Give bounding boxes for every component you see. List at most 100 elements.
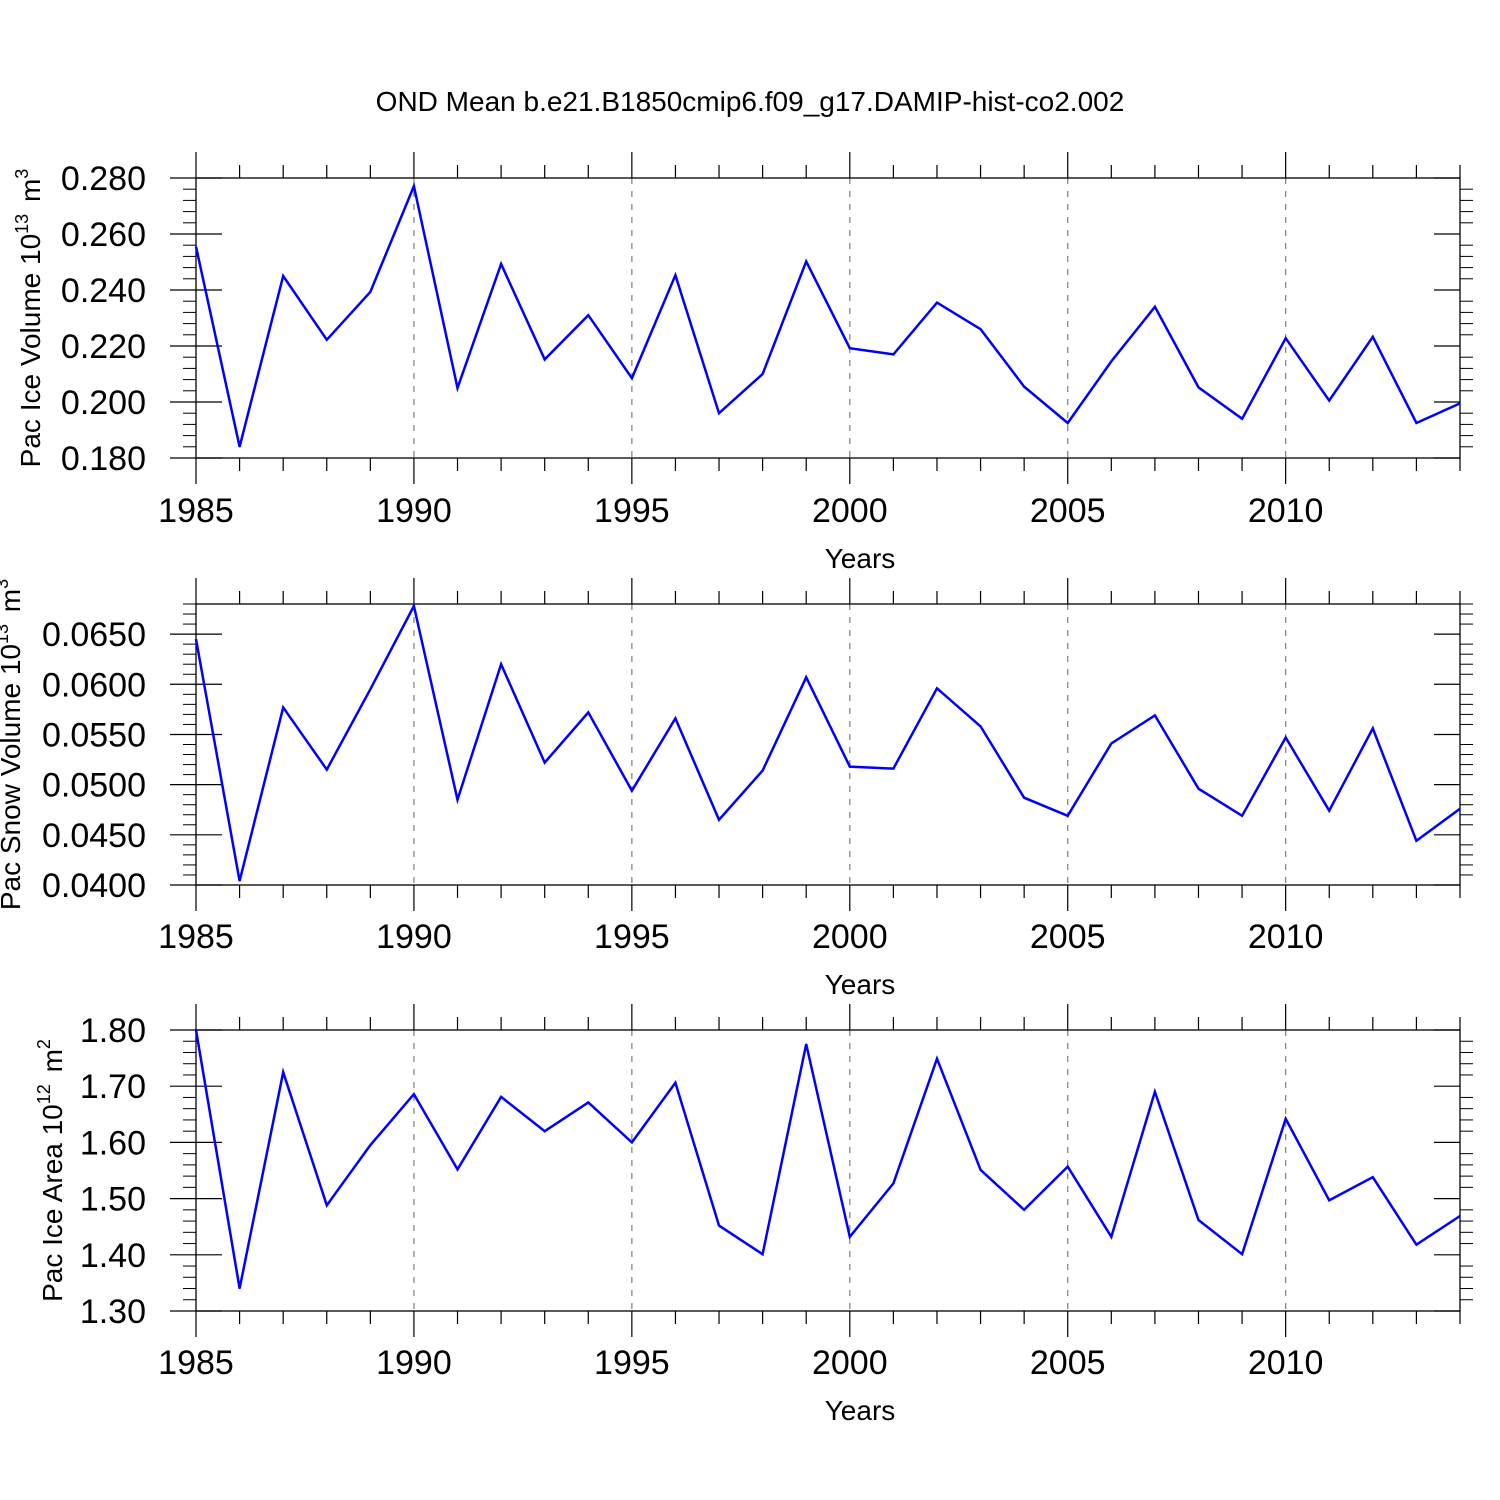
data-point	[1023, 386, 1025, 388]
data-point	[413, 185, 415, 187]
data-point	[1459, 808, 1461, 810]
data-point	[456, 387, 459, 389]
y-tick-label: 0.0400	[42, 867, 146, 905]
data-point	[979, 725, 982, 728]
data-point	[1372, 727, 1374, 730]
y-tick-label: 1.50	[80, 1181, 146, 1219]
x-axis-title: Years	[825, 543, 896, 574]
data-point	[1241, 418, 1243, 420]
y-tick-label: 0.0550	[42, 716, 146, 754]
x-tick-label: 1985	[158, 492, 234, 530]
data-point	[805, 1043, 807, 1045]
plot-frame	[195, 1029, 1461, 1312]
data-point	[631, 1141, 633, 1143]
data-point	[1154, 714, 1156, 716]
data-point	[413, 1093, 415, 1095]
data-point	[805, 676, 807, 678]
y-tick-label: 0.180	[61, 440, 146, 478]
data-point	[674, 1082, 677, 1084]
data-point	[1459, 1215, 1461, 1217]
data-point	[1067, 815, 1069, 817]
data-point	[892, 353, 894, 355]
data-point	[1328, 1199, 1330, 1201]
chart-figure-title: OND Mean b.e21.B1850cmip6.f09_g17.DAMIP-…	[375, 86, 1125, 117]
y-tick-label: 1.60	[80, 1124, 146, 1162]
data-point	[936, 302, 938, 304]
data-point	[1415, 840, 1418, 842]
data-point	[1110, 742, 1112, 745]
data-point	[500, 1096, 502, 1098]
x-tick-label: 2010	[1248, 1344, 1324, 1382]
y-axis-title-unit-exponent: 3	[12, 169, 32, 179]
data-point	[718, 819, 720, 821]
y-tick-label: 0.240	[61, 272, 146, 310]
x-tick-label: 2000	[812, 1344, 888, 1382]
x-tick-label: 1995	[594, 492, 670, 530]
data-point	[456, 799, 459, 801]
data-point	[1154, 306, 1156, 308]
y-axis-title-unit: m	[37, 1049, 68, 1080]
data-point	[1415, 1244, 1418, 1246]
x-tick-label: 2005	[1030, 492, 1106, 530]
data-point	[762, 1253, 764, 1255]
data-point	[936, 1058, 938, 1060]
series-line	[194, 1029, 1461, 1289]
data-point	[849, 1236, 851, 1238]
y-axis-title: Pac Ice Volume 1013 m3	[12, 169, 46, 468]
data-point	[1241, 1253, 1243, 1255]
series-line	[194, 181, 1461, 448]
data-point	[1197, 1219, 1200, 1221]
data-point	[587, 711, 589, 713]
data-point	[238, 1287, 241, 1290]
data-point	[1459, 402, 1461, 404]
x-tick-label: 1995	[594, 918, 670, 956]
data-point	[805, 260, 807, 263]
data-point	[718, 1224, 720, 1227]
y-axis-title-text: Pac Ice Volume 10	[15, 234, 46, 467]
data-point	[326, 768, 328, 771]
y-axis-title-unit: m	[15, 179, 46, 210]
data-point	[195, 1029, 197, 1031]
x-tick-label: 1990	[376, 492, 452, 530]
x-tick-label: 1985	[158, 918, 234, 956]
y-axis-title-exponent: 13	[12, 214, 32, 234]
data-point	[326, 1204, 328, 1206]
data-point	[1154, 1091, 1156, 1093]
x-tick-label: 1985	[158, 1344, 234, 1382]
data-point	[1067, 1165, 1069, 1168]
data-point	[892, 1182, 894, 1185]
y-axis-title-unit-exponent: 3	[0, 579, 12, 589]
plot-frame	[195, 177, 1461, 459]
data-point	[369, 688, 371, 690]
data-point	[282, 1071, 284, 1073]
data-point	[674, 717, 677, 720]
data-point	[1285, 337, 1287, 339]
data-point	[979, 1169, 982, 1171]
data-point	[762, 769, 764, 772]
chart-panel-1: 1985 1990 1995 2000 2005 2010 0.180 0.200 0.220 0…	[12, 152, 1473, 574]
data-point	[849, 347, 851, 349]
data-point	[1241, 815, 1243, 817]
data-point	[1372, 336, 1374, 338]
data-point	[195, 246, 197, 248]
x-axis-title: Years	[825, 1395, 896, 1426]
data-point	[544, 1130, 546, 1132]
data-point	[1285, 736, 1287, 739]
y-tick-label: 1.80	[80, 1012, 146, 1050]
y-axis-title: Pac Snow Volume 1013 m3	[0, 579, 26, 910]
data-point	[936, 687, 938, 689]
y-axis-title-text: Pac Ice Area 10	[37, 1104, 68, 1302]
y-tick-label: 0.0650	[42, 616, 146, 654]
data-point	[1328, 810, 1330, 812]
y-tick-label: 0.0450	[42, 817, 146, 855]
data-point	[1197, 788, 1200, 790]
data-point	[1023, 797, 1025, 799]
data-point	[238, 880, 241, 882]
series-line	[194, 602, 1461, 882]
data-point	[587, 1101, 589, 1104]
data-point	[631, 377, 633, 379]
x-tick-label: 2005	[1030, 918, 1106, 956]
y-tick-label: 1.30	[80, 1293, 146, 1331]
data-point	[1328, 400, 1330, 402]
y-tick-label: 0.0500	[42, 767, 146, 805]
